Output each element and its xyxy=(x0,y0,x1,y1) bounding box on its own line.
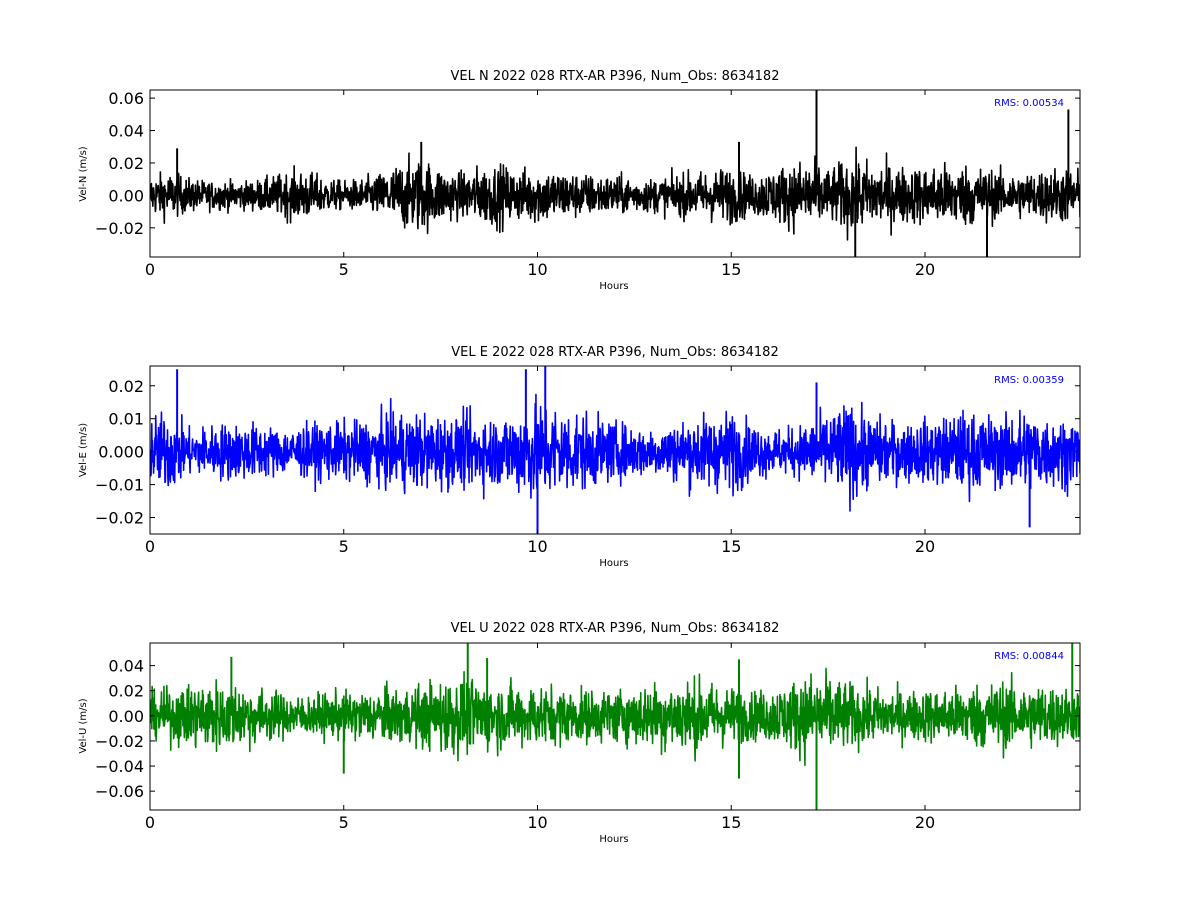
rms-annotation: RMS: 0.00844 xyxy=(994,651,1064,662)
plot-frame xyxy=(149,365,1081,535)
x-tick-label: 15 xyxy=(721,813,741,832)
ticks: 0 5 10 15 20 −0.02 0.00 0.02 0.04 0.06 xyxy=(95,89,1080,279)
x-tick-label: 5 xyxy=(339,537,349,556)
x-tick-label: 0 xyxy=(145,813,155,832)
y-tick-label: 0.06 xyxy=(108,89,144,108)
x-tick-label: 10 xyxy=(527,813,547,832)
series-vel-n xyxy=(150,90,1080,257)
chart-title: VEL U 2022 028 RTX-AR P396, Num_Obs: 863… xyxy=(451,621,780,636)
x-tick-label: 10 xyxy=(527,260,547,279)
x-axis-label: Hours xyxy=(599,558,628,569)
y-tick-label: −0.06 xyxy=(95,782,144,801)
series-line xyxy=(150,393,1080,512)
series-vel-e xyxy=(150,366,1080,534)
y-tick-label: −0.04 xyxy=(95,757,144,776)
y-tick-label: 0.02 xyxy=(108,682,144,701)
y-tick-label: 0.00 xyxy=(108,186,144,205)
series-line xyxy=(150,667,1080,767)
x-axis-label: Hours xyxy=(599,834,628,845)
x-axis-label: Hours xyxy=(599,281,628,292)
x-tick-label: 15 xyxy=(721,260,741,279)
y-tick-label: 0.00 xyxy=(108,707,144,726)
x-tick-label: 15 xyxy=(721,537,741,556)
y-tick-label: 0.04 xyxy=(108,122,144,141)
x-tick-label: 5 xyxy=(339,260,349,279)
chart-title: VEL E 2022 028 RTX-AR P396, Num_Obs: 863… xyxy=(451,345,778,360)
chart-panel-vel-e: VEL E 2022 028 RTX-AR P396, Num_Obs: 863… xyxy=(78,345,1081,569)
series-line xyxy=(150,146,1080,241)
y-tick-label: −0.02 xyxy=(95,732,144,751)
rms-annotation: RMS: 0.00534 xyxy=(994,98,1064,109)
y-tick-label: −0.02 xyxy=(95,509,144,528)
ticks: 0 5 10 15 20 −0.06 −0.04 −0.02 0.00 0.02 0.04 xyxy=(95,643,1080,832)
y-tick-label: 0.02 xyxy=(108,154,144,173)
y-tick-label: 0.04 xyxy=(108,657,144,676)
rms-annotation: RMS: 0.00359 xyxy=(994,375,1064,386)
x-tick-label: 0 xyxy=(145,537,155,556)
y-axis-label: Vel-E (m/s) xyxy=(78,423,89,477)
plot-frame xyxy=(149,89,1081,258)
y-axis-label: Vel-U (m/s) xyxy=(78,698,89,753)
x-tick-label: 10 xyxy=(527,537,547,556)
ticks: 0 5 10 15 20 −0.02 −0.01 0.000 0.01 0.02 xyxy=(95,366,1080,556)
y-tick-label: 0.01 xyxy=(108,410,144,429)
y-tick-label: −0.01 xyxy=(95,476,144,495)
x-tick-label: 5 xyxy=(339,813,349,832)
y-tick-label: −0.02 xyxy=(95,219,144,238)
x-tick-label: 20 xyxy=(915,260,935,279)
x-tick-label: 20 xyxy=(915,537,935,556)
x-tick-label: 0 xyxy=(145,260,155,279)
series-vel-u xyxy=(150,643,1080,810)
chart-title: VEL N 2022 028 RTX-AR P396, Num_Obs: 863… xyxy=(451,69,780,84)
x-tick-label: 20 xyxy=(915,813,935,832)
chart-panel-vel-n: VEL N 2022 028 RTX-AR P396, Num_Obs: 863… xyxy=(78,69,1081,292)
y-tick-label: 0.000 xyxy=(98,443,144,462)
plot-frame xyxy=(149,642,1081,811)
y-axis-label: Vel-N (m/s) xyxy=(78,146,89,201)
y-tick-label: 0.02 xyxy=(108,377,144,396)
chart-panel-vel-u: VEL U 2022 028 RTX-AR P396, Num_Obs: 863… xyxy=(78,621,1081,845)
